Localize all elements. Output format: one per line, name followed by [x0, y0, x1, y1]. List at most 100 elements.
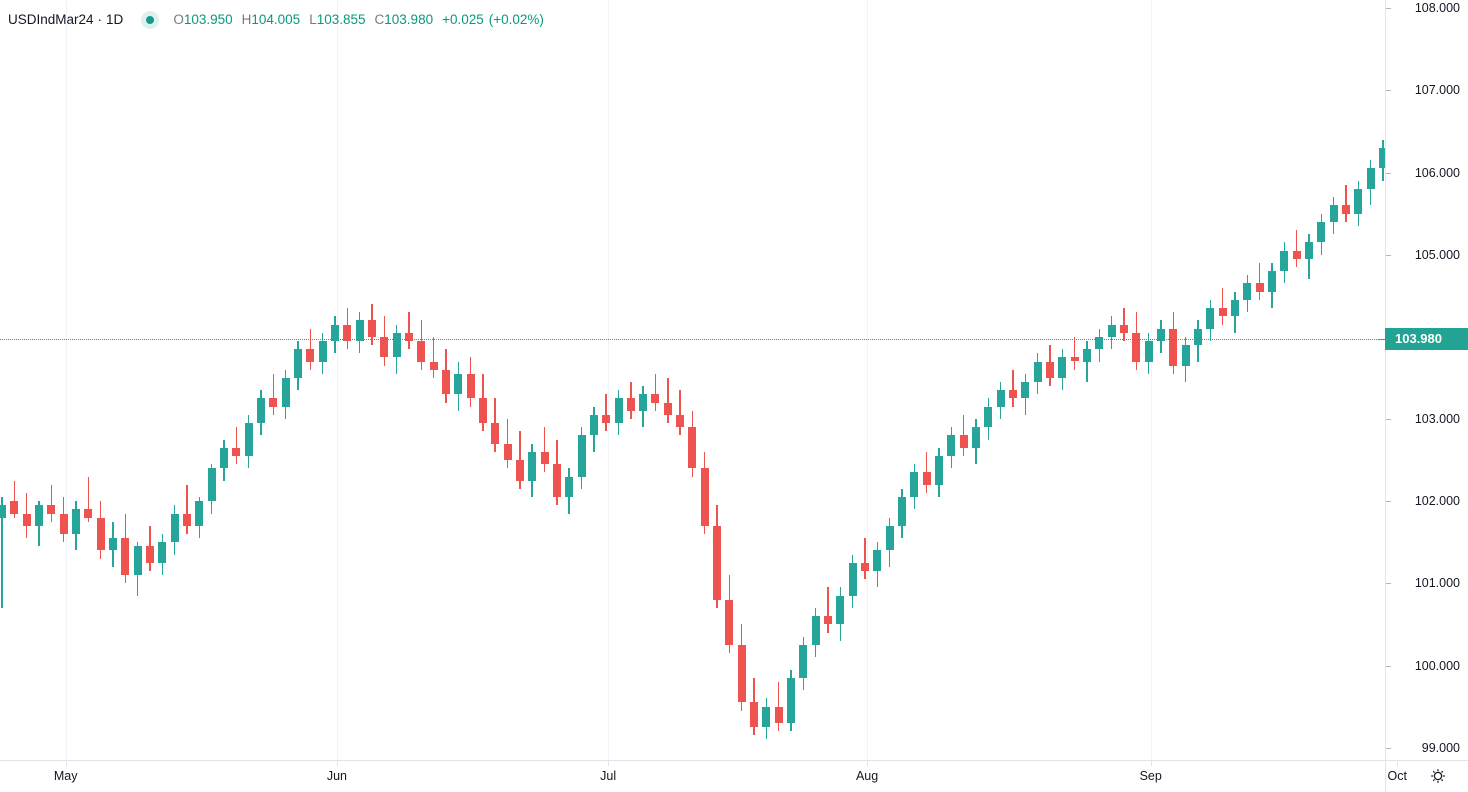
candle [281, 0, 290, 760]
candle-body [478, 398, 487, 424]
candle-body [1095, 336, 1104, 350]
ohlc-l: L103.855 [309, 13, 365, 27]
candle [1070, 0, 1079, 760]
candle [1317, 0, 1326, 760]
candle [219, 0, 228, 760]
candle [96, 0, 105, 760]
vertical-gridline [608, 0, 609, 760]
candle [1341, 0, 1350, 760]
current-price-badge[interactable]: 103.980 [1378, 327, 1468, 350]
ohlc-key: H [241, 12, 252, 28]
candle-body [1317, 221, 1326, 243]
candle-body [1304, 242, 1313, 259]
candle-body [1378, 147, 1385, 169]
time-tick-label: Jun [326, 769, 347, 783]
candle [269, 0, 278, 760]
candle-body [1243, 283, 1252, 300]
candle-body [404, 332, 413, 341]
candle-body [713, 525, 722, 600]
candle [1366, 0, 1375, 760]
candle-body [663, 402, 672, 415]
candle [528, 0, 537, 760]
price-tick-mark [1386, 90, 1391, 91]
candle-wick [408, 312, 410, 350]
candle [1058, 0, 1067, 760]
candle [700, 0, 709, 760]
candle-body [577, 435, 586, 477]
ohlc-key: C [374, 12, 385, 28]
candle [1169, 0, 1178, 760]
price-axis[interactable]: 108.000 107.000 106.000 105.000 103.000 102.0… [1378, 0, 1468, 760]
time-axis[interactable]: MayJunJulAugSepOctNovDec2024FebMar [0, 760, 1468, 792]
legend-interval[interactable]: 1D [106, 12, 124, 28]
candle-body [145, 546, 154, 563]
candle-body [195, 501, 204, 526]
candle-body [1169, 328, 1178, 366]
candle [688, 0, 697, 760]
price-tick-label: 99.000 [1421, 740, 1460, 755]
candle-wick [1012, 369, 1014, 407]
candle [1354, 0, 1363, 760]
legend-symbol[interactable]: USDIndMar24 [8, 12, 94, 28]
price-tick-label: 102.000 [1414, 494, 1460, 509]
gear-icon[interactable] [1428, 766, 1448, 786]
candle-body [1132, 332, 1141, 362]
candle-body [0, 505, 6, 518]
candle [84, 0, 93, 760]
candle-body [269, 398, 278, 407]
candle [133, 0, 142, 760]
time-tick-label: Aug [855, 769, 879, 783]
candle [10, 0, 19, 760]
candle [1255, 0, 1264, 760]
vertical-gridline [337, 0, 338, 760]
time-tick-label: May [53, 769, 78, 783]
candle [861, 0, 870, 760]
candle [787, 0, 796, 760]
candle-wick [506, 419, 509, 469]
candle [429, 0, 438, 760]
candle [195, 0, 204, 760]
candle [1243, 0, 1252, 760]
candle [922, 0, 931, 760]
candle [417, 0, 426, 760]
candle [1292, 0, 1301, 760]
candlestick-plot-area[interactable] [0, 0, 1385, 760]
price-tick-mark [1386, 501, 1391, 502]
candle [737, 0, 746, 760]
price-tick-mark [1386, 419, 1391, 420]
candle [972, 0, 981, 760]
candle-wick [605, 394, 607, 432]
circle-solid-icon[interactable] [141, 11, 160, 29]
candle [121, 0, 130, 760]
candle-body [799, 644, 808, 678]
candle-wick [827, 587, 829, 633]
candle [762, 0, 771, 760]
candle [0, 0, 6, 760]
candle [1107, 0, 1116, 760]
candle-body [996, 390, 1005, 407]
time-tick-mark [66, 761, 67, 766]
candle [626, 0, 635, 760]
candle [1120, 0, 1129, 760]
candle-body [515, 460, 524, 481]
candle-body [1021, 382, 1030, 399]
candle-body [848, 562, 857, 596]
candle [577, 0, 586, 760]
candle [836, 0, 845, 760]
candle-body [1033, 361, 1042, 383]
candle-body [1070, 357, 1079, 362]
candle [947, 0, 956, 760]
chart-legend[interactable]: USDIndMar24 · 1D O103.950 H104.005 L103.85… [8, 11, 549, 29]
candle-body [71, 509, 80, 535]
candle-body [1009, 390, 1018, 399]
vertical-gridline [867, 0, 868, 760]
candle [145, 0, 154, 760]
candle [47, 0, 56, 760]
time-tick-label: Jul [600, 769, 617, 783]
candle [170, 0, 179, 760]
candle [207, 0, 216, 760]
candle-wick [543, 427, 546, 473]
candle-wick [963, 414, 965, 456]
candle-wick [1123, 308, 1125, 341]
candle-body [84, 509, 93, 518]
